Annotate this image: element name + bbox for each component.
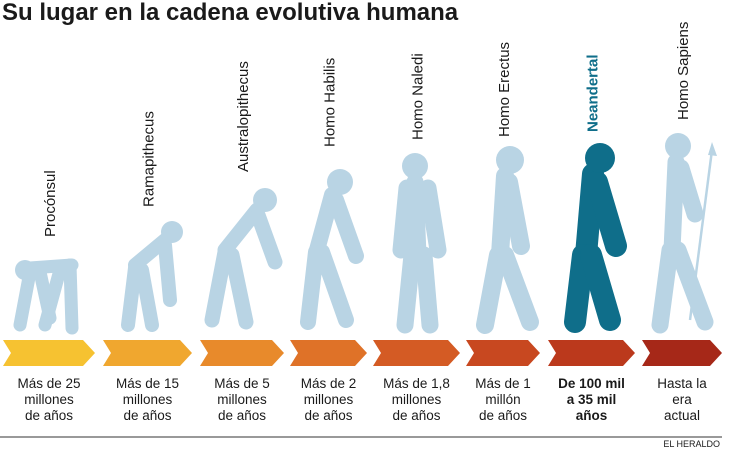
stage-time: a 35 mil	[567, 392, 617, 407]
figure-limb	[314, 244, 354, 328]
stage-time: millones	[217, 392, 267, 407]
stage-time: millones	[304, 392, 354, 407]
figure-limb	[500, 173, 530, 255]
timeline-arrow	[642, 340, 722, 366]
stage-name: Homo Sapiens	[675, 22, 692, 120]
figure	[564, 143, 627, 333]
figure-limb	[158, 238, 177, 307]
stage-time: de años	[123, 408, 171, 423]
figure-head	[161, 221, 183, 243]
stage-time: era	[672, 392, 692, 407]
figure	[651, 133, 717, 334]
stage-time: de años	[25, 408, 73, 423]
stage-time: millones	[24, 392, 74, 407]
spear-tip	[708, 142, 717, 156]
figure-limb	[63, 258, 79, 335]
stage-time: de años	[218, 408, 266, 423]
figure	[121, 221, 183, 332]
timeline-arrow	[373, 340, 460, 366]
timeline-arrow	[103, 340, 192, 366]
figure-limb	[121, 261, 142, 332]
stage-time: millones	[392, 392, 442, 407]
stage-name: Homo Naledi	[410, 53, 427, 140]
figure-limb	[392, 179, 416, 259]
figure-limb	[300, 244, 324, 330]
stage-name: Homo Erectus	[496, 42, 513, 137]
figure-limb	[415, 246, 439, 334]
stage-time: millones	[123, 392, 173, 407]
figure-head	[585, 143, 615, 173]
figure-head	[402, 153, 428, 179]
stage-time: actual	[664, 408, 700, 423]
spear	[688, 149, 714, 321]
figure-limb	[33, 265, 57, 325]
stage-time: Más de 2	[301, 376, 357, 391]
figure	[204, 188, 283, 330]
stage-time: Más de 15	[116, 376, 179, 391]
stage-time: Más de 1	[475, 376, 531, 391]
figure	[300, 169, 364, 330]
figure-head	[253, 188, 277, 212]
figure-limb	[476, 246, 507, 334]
figure-limb	[250, 207, 283, 270]
stage-name: Homo Habilis	[322, 58, 339, 147]
figure-limb	[496, 246, 539, 331]
source: EL HERALDO	[663, 439, 720, 449]
figure-limb	[406, 173, 427, 264]
timeline-arrow	[200, 340, 284, 366]
stage-time: de años	[392, 408, 440, 423]
figure	[392, 153, 447, 334]
stage-time: Hasta la	[657, 376, 707, 391]
stage-name: Procónsul	[42, 170, 59, 237]
timeline-arrow	[290, 340, 367, 366]
stage-time: Más de 25	[17, 376, 80, 391]
figure-head	[15, 260, 35, 280]
stage-time: De 100 mil	[558, 376, 625, 391]
figure-limb	[651, 241, 679, 334]
stage-name: Australopithecus	[235, 61, 252, 172]
figure-limb	[396, 246, 421, 334]
figure-head	[327, 169, 353, 195]
figure	[13, 258, 79, 335]
stage-time: de años	[304, 408, 352, 423]
timeline-arrow	[548, 340, 635, 366]
figure-head	[496, 146, 524, 174]
figure-limb	[564, 244, 594, 333]
figure-limb	[328, 192, 364, 264]
stage-time: años	[576, 408, 608, 423]
figure-limb	[13, 265, 37, 332]
figure	[476, 146, 539, 334]
stage-time: Más de 5	[214, 376, 270, 391]
figure-limb	[419, 179, 447, 259]
figure-head	[665, 133, 691, 159]
figure-limb	[580, 244, 621, 331]
stage-time: de años	[479, 408, 527, 423]
figure-limb	[204, 244, 233, 328]
figure-limb	[224, 247, 254, 330]
timeline-arrow	[3, 340, 95, 366]
figure-limb	[135, 263, 159, 332]
title: Su lugar en la cadena evolutiva humana	[2, 0, 459, 26]
stage-name: Ramapithecus	[141, 111, 158, 207]
stage-time: Más de 1,8	[383, 376, 450, 391]
figure-limb	[672, 159, 704, 223]
figure-limb	[586, 171, 627, 257]
timeline-arrow	[466, 340, 540, 366]
stage-time: millón	[485, 392, 520, 407]
stage-name: Neandertal	[585, 54, 602, 132]
figure-limb	[669, 241, 714, 331]
